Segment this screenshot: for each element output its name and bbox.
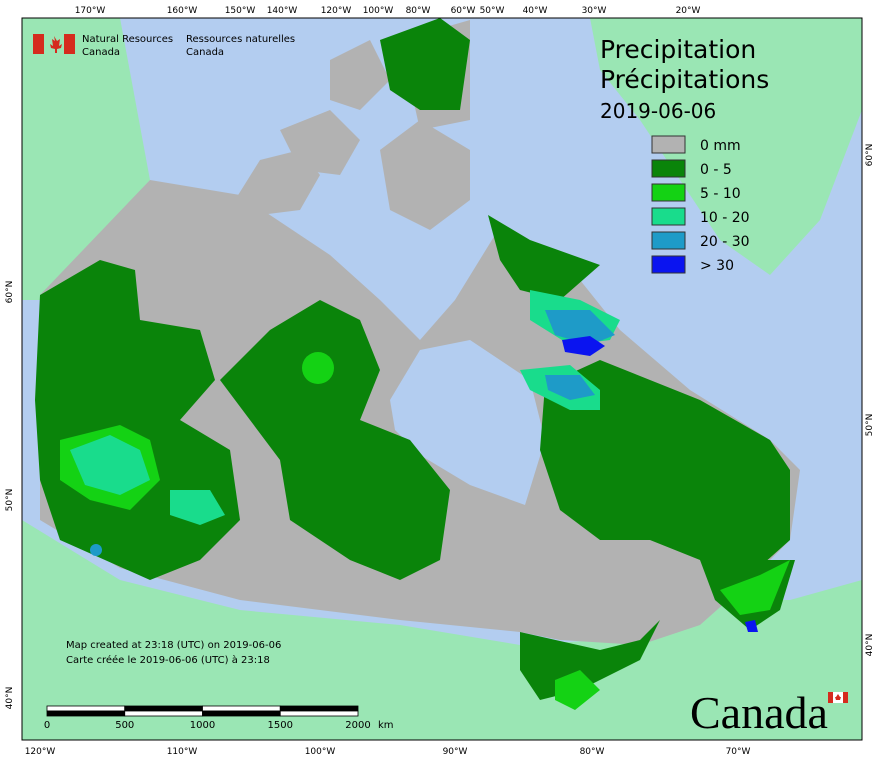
scale-label: 1500 [268, 720, 293, 731]
longitude-label: 50°W [480, 6, 505, 16]
longitude-label: 80°W [580, 747, 605, 757]
scale-segment [202, 710, 281, 717]
longitude-label: 90°W [443, 747, 468, 757]
precip-20-30 [90, 310, 615, 556]
scale-segment [46, 710, 126, 717]
latitude-label: 50°N [865, 414, 875, 437]
longitude-label: 70°W [726, 747, 751, 757]
title-date: 2019-06-06 [600, 99, 716, 123]
legend-label: > 30 [700, 258, 734, 274]
scale-segment [279, 705, 359, 712]
agency-en: Natural Resources [82, 34, 173, 45]
legend-swatch [651, 231, 686, 250]
title-fr: Précipitations [600, 65, 769, 94]
latitude-label: 50°N [5, 489, 15, 512]
hudson-bay [390, 340, 545, 505]
legend-label: 0 - 5 [700, 162, 732, 178]
legend-label: 0 mm [700, 138, 741, 154]
scale-segment [279, 710, 359, 717]
land-foreign [22, 18, 862, 740]
latitude-label: 40°N [5, 687, 15, 710]
longitude-label: 150°W [225, 6, 256, 16]
legend-label: 10 - 20 [700, 210, 750, 226]
legend-swatch [651, 159, 686, 178]
scale-segment [124, 710, 203, 717]
longitude-label: 30°W [582, 6, 607, 16]
longitude-label: 80°W [406, 6, 431, 16]
legend-label: 5 - 10 [700, 186, 741, 202]
legend-label: 20 - 30 [700, 234, 750, 250]
nrcan-logo [33, 34, 75, 54]
map-frame [21, 17, 863, 741]
longitude-label: 120°W [25, 747, 56, 757]
longitude-label: 140°W [267, 6, 298, 16]
longitude-label: 100°W [363, 6, 394, 16]
legend-swatch [651, 207, 686, 226]
longitude-label: 110°W [167, 747, 198, 757]
agency-en: Canada [82, 47, 120, 58]
longitude-label: 40°W [523, 6, 548, 16]
credit-fr: Carte créée le 2019-06-06 (UTC) à 23:18 [66, 654, 270, 666]
scale-segment [202, 705, 281, 712]
longitude-label: 20°W [676, 6, 701, 16]
legend-swatch [651, 135, 686, 154]
credit-en: Map created at 23:18 (UTC) on 2019-06-06 [66, 640, 281, 651]
legend-swatch [651, 255, 686, 274]
scale-label: 2000 [345, 720, 370, 731]
legend-swatch [651, 183, 686, 202]
title-en: Precipitation [600, 35, 756, 64]
scale-label: 500 [115, 720, 134, 731]
agency-fr: Canada [186, 47, 224, 58]
scale-unit: km [378, 720, 394, 731]
scale-label: 1000 [190, 720, 215, 731]
latitude-label: 60°N [5, 281, 15, 304]
scale-segment [46, 705, 126, 712]
precip-over-30 [562, 336, 758, 632]
latitude-label: 60°N [865, 144, 875, 167]
wordmark-flag [828, 692, 848, 703]
longitude-label: 60°W [451, 6, 476, 16]
longitude-label: 100°W [305, 747, 336, 757]
scale-label: 0 [44, 720, 50, 731]
longitude-label: 160°W [167, 6, 198, 16]
scale-segment [124, 705, 203, 712]
latitude-label: 40°N [865, 634, 875, 657]
longitude-label: 170°W [75, 6, 106, 16]
agency-fr: Ressources naturelles [186, 34, 295, 45]
longitude-label: 120°W [321, 6, 352, 16]
wordmark: Canada [690, 687, 828, 738]
